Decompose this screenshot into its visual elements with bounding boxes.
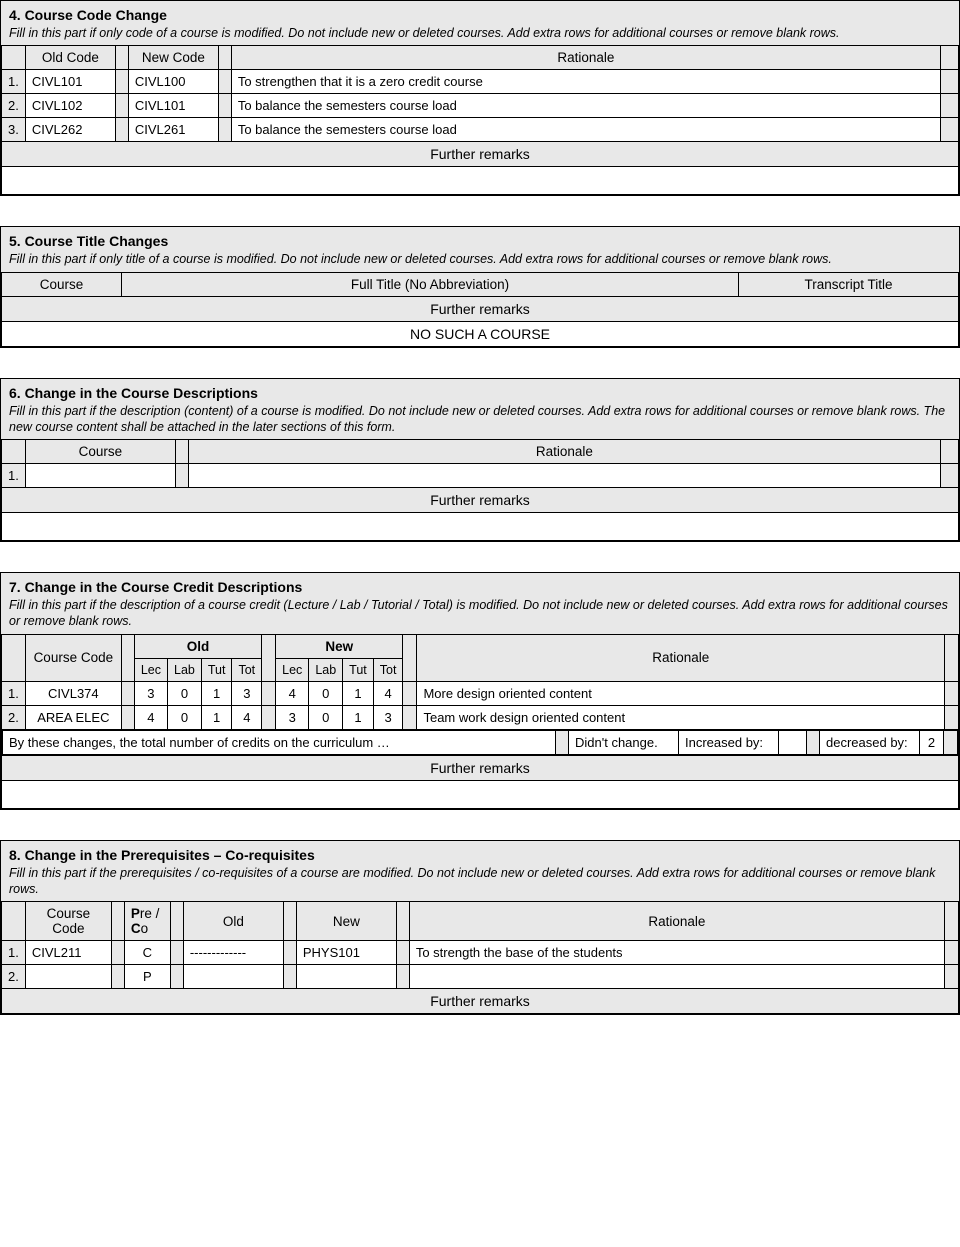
section-6-title: 6. Change in the Course Descriptions [9, 385, 951, 401]
header-pre-co: Pre /Co [124, 902, 170, 941]
header-new: New [296, 902, 396, 941]
further-remarks-label: Further remarks [2, 488, 959, 513]
summary-decreased: decreased by: [820, 730, 920, 754]
summary-prefix: By these changes, the total number of cr… [3, 730, 556, 754]
credit-summary-row: By these changes, the total number of cr… [2, 729, 959, 755]
further-remarks-label: Further remarks [2, 296, 959, 321]
header-rationale: Rationale [409, 902, 944, 941]
section-6-course-descriptions: 6. Change in the Course Descriptions Fil… [0, 378, 960, 543]
header-course-code: Course Code [25, 902, 111, 941]
header-old-code: Old Code [25, 46, 115, 70]
summary-didnt-change: Didn't change. [569, 730, 679, 754]
decreased-value: 2 [920, 730, 944, 754]
section-8-header-row: Course Code Pre /Co Old New Rationale [2, 902, 959, 941]
section-4-header-row: Old Code New Code Rationale [2, 46, 959, 70]
section-7-desc: Fill in this part if the description of … [9, 597, 951, 630]
no-such-course: NO SUCH A COURSE [2, 321, 959, 346]
section-7-header-row: Course Code Old New Rationale [2, 634, 959, 658]
section-5-course-title-changes: 5. Course Title Changes Fill in this par… [0, 226, 960, 347]
further-remarks-input[interactable] [2, 167, 959, 195]
further-remarks-label: Further remarks [2, 989, 959, 1014]
rationale-input[interactable] [188, 464, 940, 488]
table-row: 1. [2, 464, 959, 488]
section-6-desc: Fill in this part if the description (co… [9, 403, 951, 436]
section-8-prerequisites: 8. Change in the Prerequisites – Co-requ… [0, 840, 960, 1016]
table-row: 2. AREA ELEC 4 0 1 4 3 0 1 3 Team work d… [2, 705, 959, 729]
section-4-desc: Fill in this part if only code of a cour… [9, 25, 951, 41]
header-course: Course [25, 440, 175, 464]
further-remarks-input[interactable] [2, 513, 959, 541]
section-5-header-row: Course Full Title (No Abbreviation) Tran… [2, 272, 959, 296]
header-rationale: Rationale [417, 634, 945, 681]
table-row: 2. CIVL102 CIVL101 To balance the semest… [2, 94, 959, 118]
table-row: 1. CIVL374 3 0 1 3 4 0 1 4 More design o… [2, 681, 959, 705]
header-full-title: Full Title (No Abbreviation) [122, 272, 739, 296]
table-row: 3. CIVL262 CIVL261 To balance the semest… [2, 118, 959, 142]
header-rationale: Rationale [231, 46, 940, 70]
summary-increased: Increased by: [679, 730, 779, 754]
table-row: 1. CIVL101 CIVL100 To strengthen that it… [2, 70, 959, 94]
header-rationale: Rationale [188, 440, 940, 464]
header-old: Old [134, 634, 261, 658]
increased-value[interactable] [779, 730, 807, 754]
header-course-code: Course Code [25, 634, 121, 681]
section-5-desc: Fill in this part if only title of a cou… [9, 251, 951, 267]
further-remarks-label: Further remarks [2, 755, 959, 780]
section-4-course-code-change: 4. Course Code Change Fill in this part … [0, 0, 960, 196]
further-remarks-input[interactable] [2, 780, 959, 808]
table-row: 1. CIVL211 C ------------- PHYS101 To st… [2, 941, 959, 965]
header-transcript-title: Transcript Title [739, 272, 959, 296]
header-course: Course [2, 272, 122, 296]
section-8-desc: Fill in this part if the prerequisites /… [9, 865, 951, 898]
further-remarks-label: Further remarks [2, 142, 959, 167]
table-row: 2. P [2, 965, 959, 989]
section-7-credit-descriptions: 7. Change in the Course Credit Descripti… [0, 572, 960, 810]
code-input[interactable] [25, 965, 111, 989]
header-old: Old [183, 902, 283, 941]
new-input[interactable] [296, 965, 396, 989]
section-8-title: 8. Change in the Prerequisites – Co-requ… [9, 847, 951, 863]
course-input[interactable] [25, 464, 175, 488]
section-7-title: 7. Change in the Course Credit Descripti… [9, 579, 951, 595]
section-6-header-row: Course Rationale [2, 440, 959, 464]
section-5-title: 5. Course Title Changes [9, 233, 951, 249]
header-new: New [276, 634, 403, 658]
rationale-input[interactable] [409, 965, 944, 989]
section-4-title: 4. Course Code Change [9, 7, 951, 23]
old-input[interactable] [183, 965, 283, 989]
header-new-code: New Code [128, 46, 218, 70]
